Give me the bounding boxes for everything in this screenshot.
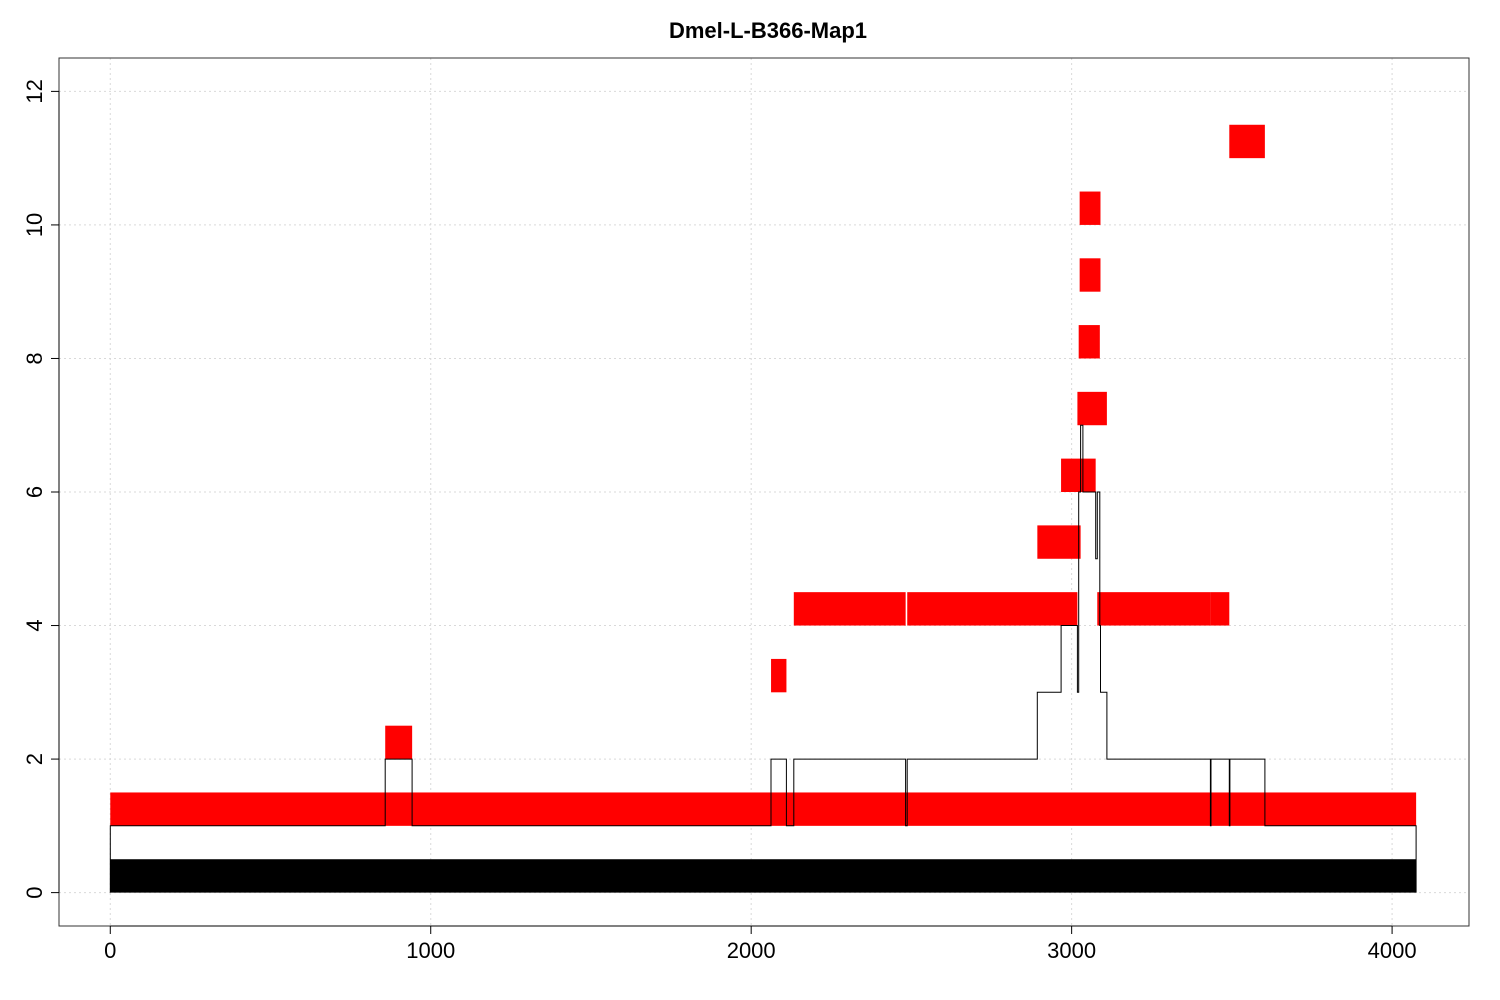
- x-tick-label: 0: [104, 938, 116, 963]
- y-tick-label: 12: [22, 79, 47, 103]
- read-segments: [110, 124, 1417, 826]
- coverage-line: [109, 424, 1417, 893]
- read-segment-bar: [385, 725, 413, 760]
- read-segment-bar: [771, 658, 787, 693]
- read-segment-bar: [1078, 325, 1100, 359]
- read-segment-bar: [907, 592, 1078, 626]
- read-segment-bar: [1037, 525, 1081, 559]
- y-tick-label: 8: [22, 352, 47, 364]
- x-tick-label: 4000: [1368, 938, 1417, 963]
- coverage-trace: [109, 424, 1417, 893]
- x-axis: 0 1000 2000 3000 4000: [104, 925, 1417, 963]
- read-segment-bar: [1079, 258, 1101, 292]
- y-tick-label: 6: [22, 486, 47, 498]
- x-tick-label: 2000: [727, 938, 776, 963]
- y-tick-label: 2: [22, 753, 47, 765]
- y-tick-label: 0: [22, 886, 47, 898]
- read-segment-bar: [1229, 124, 1265, 159]
- y-axis: 0 2 4 6 8 10 12: [22, 79, 60, 899]
- read-segment-bar: [1061, 458, 1096, 492]
- read-segment-bar: [1210, 592, 1230, 626]
- read-segment-bar: [1077, 391, 1107, 426]
- reference-bar: [110, 859, 1417, 893]
- y-tick-label: 10: [22, 213, 47, 237]
- gridlines: [59, 58, 1469, 926]
- y-tick-label: 4: [22, 619, 47, 631]
- x-tick-label: 1000: [406, 938, 455, 963]
- read-segment-bar: [110, 792, 1417, 826]
- read-segment-bar: [793, 592, 906, 626]
- x-tick-label: 3000: [1047, 938, 1096, 963]
- read-segment-bar: [1079, 191, 1101, 225]
- chart-title: Dmel-L-B366-Map1: [669, 18, 867, 43]
- reference-track: [110, 859, 1417, 893]
- read-segment-bar: [1097, 592, 1211, 626]
